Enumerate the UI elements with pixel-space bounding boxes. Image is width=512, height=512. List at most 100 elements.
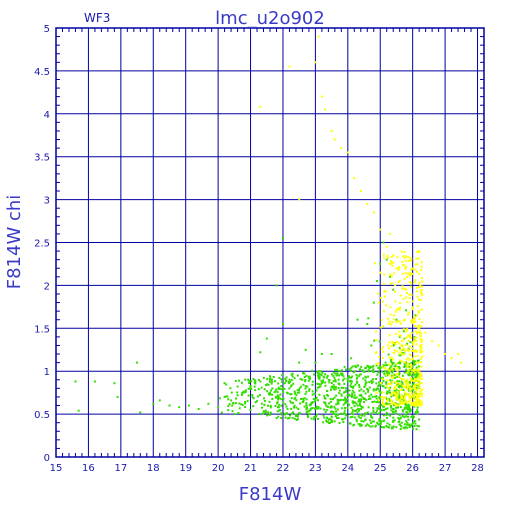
data-point — [391, 361, 394, 364]
data-point — [284, 380, 287, 382]
data-point — [399, 402, 402, 405]
data-point — [375, 412, 377, 414]
data-point — [410, 409, 413, 412]
data-point — [340, 393, 343, 396]
data-point — [74, 380, 77, 383]
data-point — [226, 395, 229, 398]
data-point — [398, 372, 401, 375]
data-point — [319, 383, 322, 386]
data-point — [402, 353, 405, 356]
data-point — [415, 257, 418, 260]
data-point — [291, 375, 294, 378]
data-point — [294, 413, 297, 416]
data-point — [304, 393, 307, 396]
data-point — [293, 397, 296, 400]
data-point — [386, 379, 389, 382]
data-point — [281, 374, 284, 377]
data-point — [381, 376, 384, 379]
data-point — [398, 330, 401, 333]
data-point — [350, 380, 353, 383]
data-point — [350, 366, 353, 369]
data-point — [243, 391, 246, 394]
data-point — [407, 272, 410, 275]
data-point — [415, 350, 418, 353]
data-point — [353, 394, 356, 397]
data-point — [364, 419, 366, 422]
data-point — [341, 413, 343, 416]
data-point — [333, 388, 336, 391]
data-point — [323, 408, 326, 411]
data-point — [392, 369, 394, 372]
data-point — [348, 375, 350, 378]
data-point — [298, 391, 301, 394]
data-point — [381, 346, 384, 349]
data-point — [355, 396, 358, 399]
data-point — [329, 397, 332, 400]
data-point — [258, 412, 261, 415]
data-point — [379, 422, 382, 425]
data-point — [263, 388, 266, 391]
data-point — [290, 378, 293, 381]
data-point — [415, 286, 418, 289]
data-point — [244, 402, 247, 405]
data-point — [419, 373, 422, 376]
data-point — [342, 399, 345, 401]
data-point — [414, 263, 417, 266]
data-point — [288, 378, 291, 381]
data-point — [274, 395, 277, 398]
data-point — [370, 393, 373, 396]
data-point — [406, 411, 409, 414]
data-point — [387, 347, 390, 350]
data-point — [284, 377, 287, 380]
data-point — [350, 376, 353, 379]
data-point — [396, 375, 399, 378]
data-point — [408, 334, 411, 337]
data-point — [386, 372, 389, 375]
data-point — [407, 364, 409, 366]
data-point — [382, 241, 385, 244]
data-point — [420, 261, 423, 264]
data-point — [380, 296, 382, 299]
data-point — [415, 386, 418, 389]
data-point — [257, 388, 260, 391]
data-point — [280, 385, 283, 387]
data-point — [398, 399, 401, 402]
data-point — [407, 349, 410, 352]
data-point — [400, 380, 403, 383]
data-point — [324, 402, 327, 404]
data-point — [381, 300, 384, 303]
data-point — [296, 374, 299, 377]
data-point — [408, 384, 411, 387]
data-point — [374, 424, 377, 427]
data-point — [305, 404, 308, 407]
data-point — [371, 381, 374, 383]
data-point — [401, 409, 404, 412]
data-point — [403, 378, 405, 381]
data-point — [408, 365, 411, 368]
data-point — [302, 397, 304, 400]
data-point — [411, 322, 414, 325]
data-point — [410, 401, 413, 404]
data-point — [419, 335, 422, 338]
data-point — [336, 408, 339, 411]
data-point — [378, 405, 381, 408]
data-point — [409, 341, 412, 344]
data-point — [420, 346, 422, 349]
data-point — [373, 400, 376, 403]
data-point — [295, 419, 298, 421]
data-point — [400, 360, 403, 363]
data-point — [269, 393, 272, 396]
data-point — [353, 416, 356, 419]
data-point — [290, 393, 293, 396]
data-point — [411, 401, 414, 404]
data-point — [269, 411, 272, 414]
data-point — [414, 378, 416, 380]
data-point — [407, 374, 410, 376]
data-point — [401, 272, 404, 275]
data-point — [364, 375, 367, 378]
data-point — [405, 336, 408, 339]
data-point — [344, 402, 347, 405]
data-point — [271, 380, 273, 383]
data-point — [325, 419, 328, 422]
wf3-label: WF3 — [84, 11, 110, 25]
